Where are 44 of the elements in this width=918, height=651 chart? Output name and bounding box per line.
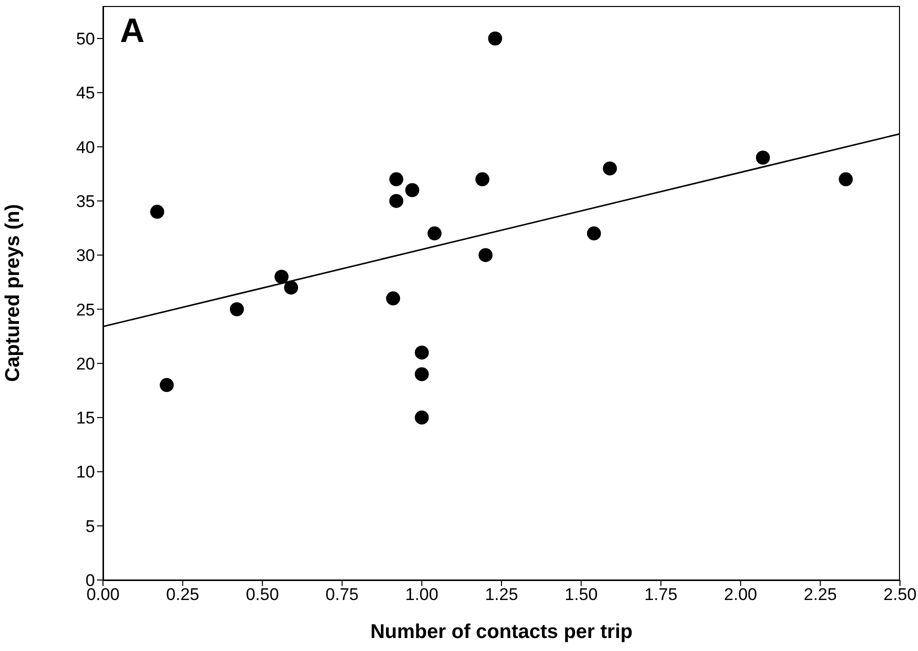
point xyxy=(389,172,404,186)
y-axis-title: Captured preys (n) xyxy=(2,204,24,382)
point xyxy=(488,31,502,46)
x-tick-label: 0.75 xyxy=(326,585,359,604)
x-tick-label: 1.50 xyxy=(564,585,598,604)
x-axis-title: Number of contacts per trip xyxy=(370,621,633,643)
y-tick-label: 15 xyxy=(76,408,95,428)
point xyxy=(405,183,420,198)
point xyxy=(602,161,617,176)
y-tick-label: 25 xyxy=(76,300,95,320)
x-tick-label: 0.00 xyxy=(86,585,120,604)
annotation: A xyxy=(120,12,145,50)
y-tick-label: 5 xyxy=(86,516,95,536)
x-tick-label: 2.50 xyxy=(883,585,917,604)
point xyxy=(389,194,404,208)
x-tick-label: 1.25 xyxy=(484,585,518,604)
x-tick-label: 1.75 xyxy=(644,585,678,604)
y-tick-label: 45 xyxy=(76,84,95,103)
point xyxy=(838,172,853,186)
point xyxy=(414,410,429,425)
x-tick-label: 0.25 xyxy=(166,585,200,604)
point xyxy=(478,248,493,262)
point xyxy=(230,302,244,316)
point xyxy=(414,346,429,360)
x-tick-label: 1.00 xyxy=(405,585,438,604)
y-tick-label: 10 xyxy=(76,462,95,482)
y-tick-label: 30 xyxy=(76,246,95,266)
point xyxy=(160,378,174,392)
point xyxy=(414,367,429,382)
x-tick-label: 2.25 xyxy=(804,585,837,604)
point xyxy=(475,172,490,186)
x-tick-label: 0.50 xyxy=(246,585,279,604)
point xyxy=(756,150,770,165)
point xyxy=(284,280,298,295)
y-tick-label: 40 xyxy=(76,138,95,157)
point xyxy=(386,291,400,306)
x-tick-label: 2.00 xyxy=(724,585,758,604)
point xyxy=(274,270,289,284)
y-tick-label: 50 xyxy=(76,30,95,49)
point xyxy=(150,204,164,219)
y-tick-label: 20 xyxy=(76,354,95,374)
y-tick-label: 35 xyxy=(76,192,95,211)
point xyxy=(428,226,442,240)
point xyxy=(586,226,601,240)
